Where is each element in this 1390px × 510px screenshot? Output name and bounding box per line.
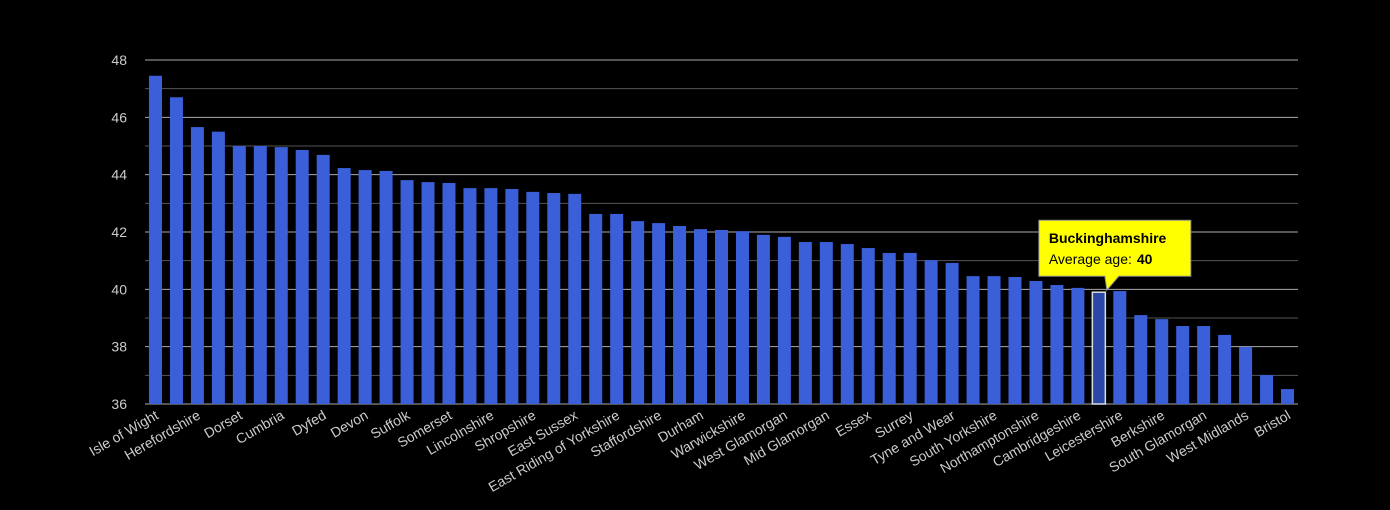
bar [945, 262, 959, 404]
bar [568, 193, 582, 404]
bar [547, 193, 561, 404]
bar [1197, 326, 1211, 404]
bar [274, 147, 288, 404]
bar [756, 234, 770, 404]
bar [735, 231, 749, 404]
bar [379, 170, 393, 404]
bar [694, 229, 708, 404]
bar [966, 276, 980, 404]
bar [1134, 315, 1148, 404]
bar [400, 180, 414, 404]
bar [610, 213, 624, 404]
bar [337, 168, 351, 404]
bar [1155, 319, 1169, 404]
bar [421, 182, 435, 404]
bar [148, 75, 162, 405]
bar [903, 252, 917, 404]
bar [1029, 281, 1043, 404]
y-tick-label: 48 [111, 52, 127, 68]
bar [1008, 277, 1022, 404]
bar [1113, 291, 1127, 404]
bar [442, 182, 456, 404]
bar [1050, 285, 1064, 404]
bar [1239, 346, 1253, 404]
bar [652, 223, 666, 404]
tooltip-text: Average age: 40 [1049, 251, 1153, 267]
bar [505, 189, 519, 404]
bar [169, 97, 183, 405]
bar [673, 225, 687, 404]
x-tick-label: Devon [328, 407, 371, 441]
bar [295, 150, 309, 404]
bar [1071, 287, 1085, 404]
bar [1176, 326, 1190, 404]
tooltip-label: Average age: [1049, 251, 1132, 267]
bar [840, 244, 854, 404]
tooltip-box [1038, 219, 1192, 292]
bar [777, 236, 791, 404]
y-tick-label: 40 [111, 281, 127, 297]
bar [589, 213, 603, 404]
y-tick-label: 36 [111, 396, 127, 412]
bar [526, 191, 540, 404]
bar [253, 146, 267, 404]
bar [861, 248, 875, 404]
bar [358, 170, 372, 404]
bar [232, 146, 246, 404]
bar [484, 188, 498, 404]
bar [882, 252, 896, 404]
bar [819, 242, 833, 404]
bar [1281, 389, 1295, 404]
x-tick-label: Dyfed [289, 407, 329, 439]
bar [1091, 291, 1107, 405]
bar [798, 242, 812, 404]
y-tick-label: 46 [111, 109, 127, 125]
bar [316, 154, 330, 404]
bar [1218, 334, 1232, 404]
bar [1260, 375, 1274, 404]
bar [211, 131, 225, 404]
bar [190, 127, 204, 404]
y-tick-label: 42 [111, 224, 127, 240]
y-tick-label: 44 [111, 167, 127, 183]
y-tick-label: 38 [111, 339, 127, 355]
x-tick-label: Bristol [1251, 407, 1293, 440]
bar [924, 260, 938, 404]
x-tick-label: Essex [833, 407, 874, 440]
bar [715, 229, 728, 404]
bar [987, 276, 1001, 404]
tooltip-value: 40 [1137, 251, 1153, 267]
tooltip: Buckinghamshire Average age: 40 [1038, 219, 1192, 292]
bar [631, 221, 645, 404]
bar [463, 188, 477, 404]
x-tick-label: Cumbria [233, 407, 287, 447]
tooltip-title: Buckinghamshire [1049, 230, 1167, 246]
